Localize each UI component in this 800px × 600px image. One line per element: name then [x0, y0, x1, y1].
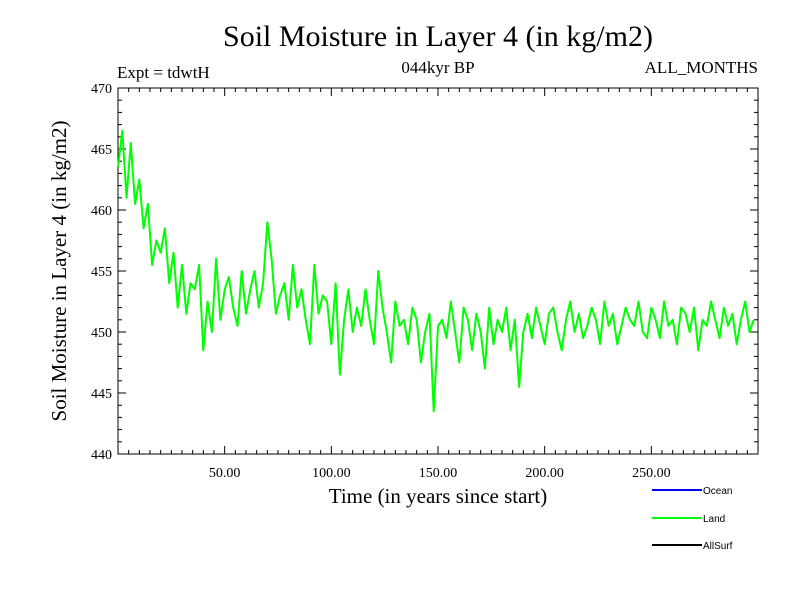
y-tick-label: 450	[91, 326, 112, 341]
legend: Ocean Land AllSurf	[652, 486, 733, 552]
legend-land-label: Land	[703, 514, 725, 525]
x-tick-label: 100.00	[312, 466, 351, 481]
x-axis-ticks: 50.00 100.00 150.00 200.00 250.00	[128, 88, 748, 481]
y-tick-label: 440	[91, 448, 112, 463]
x-tick-label: 200.00	[525, 466, 564, 481]
months-label: ALL_MONTHS	[645, 58, 758, 77]
series-layer	[117, 129, 755, 413]
legend-ocean-label: Ocean	[703, 486, 732, 497]
x-axis-label: Time (in years since start)	[329, 484, 548, 508]
period-label: 044kyr BP	[401, 58, 474, 77]
plot-frame	[117, 87, 759, 455]
series-line-land	[117, 129, 755, 413]
y-tick-label: 455	[91, 265, 112, 280]
plot-area: 440 445 450 455 460 465 470 50.00 100.00 150.00 2…	[91, 82, 759, 481]
legend-allsurf-label: AllSurf	[703, 541, 733, 552]
y-tick-label: 460	[91, 204, 112, 219]
y-tick-label: 470	[91, 82, 112, 97]
y-axis-label: Soil Moisture in Layer 4 (in kg/m2)	[47, 121, 71, 422]
y-tick-label: 465	[91, 143, 112, 158]
x-tick-label: 150.00	[419, 466, 458, 481]
x-tick-label: 250.00	[632, 466, 671, 481]
x-tick-label: 50.00	[209, 466, 241, 481]
y-axis-ticks: 440 445 450 455 460 465 470	[91, 82, 758, 463]
chart-title: Soil Moisture in Layer 4 (in kg/m2)	[223, 20, 653, 53]
y-tick-label: 445	[91, 387, 112, 402]
experiment-label: Expt = tdwtH	[117, 63, 210, 82]
